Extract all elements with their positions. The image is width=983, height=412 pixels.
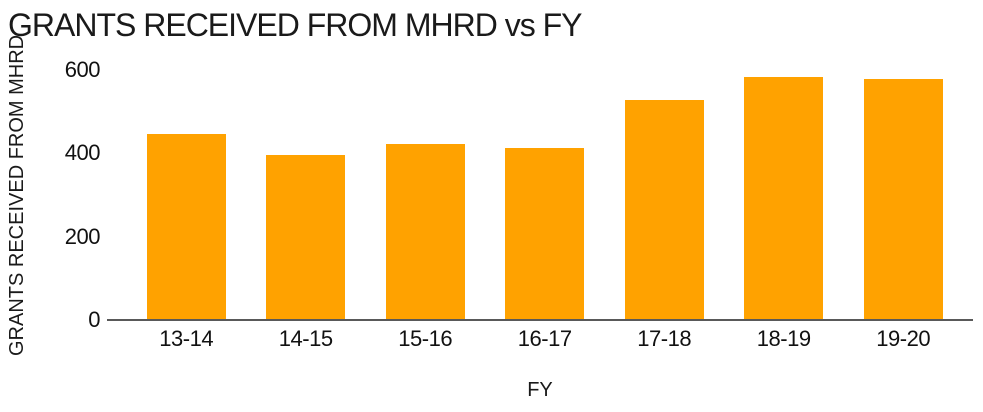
x-tick-label: 17-18 <box>637 326 692 351</box>
y-tick-label: 0 <box>88 307 100 332</box>
y-tick-label: 600 <box>64 57 101 82</box>
chart-title: GRANTS RECEIVED FROM MHRD vs FY <box>8 7 582 43</box>
x-tick-label: 18-19 <box>756 326 811 351</box>
x-tick-label: 13-14 <box>159 326 214 351</box>
x-tick-label: 14-15 <box>278 326 333 351</box>
x-tick-label: 15-16 <box>398 326 453 351</box>
x-axis-title: FY <box>527 379 553 401</box>
bar <box>744 77 824 319</box>
bar <box>863 79 943 319</box>
x-tick-label: 16-17 <box>517 326 572 351</box>
y-tick-label: 400 <box>64 140 101 166</box>
x-axis-line <box>107 319 973 321</box>
bar <box>624 100 704 319</box>
bar <box>146 133 226 319</box>
bar <box>505 148 585 319</box>
y-axis-title: GRANTS RECEIVED FROM MHRD <box>6 34 28 356</box>
y-tick-label: 200 <box>64 223 101 249</box>
bar <box>385 144 465 319</box>
bar <box>266 155 346 319</box>
x-tick-label: 19-20 <box>876 326 931 351</box>
